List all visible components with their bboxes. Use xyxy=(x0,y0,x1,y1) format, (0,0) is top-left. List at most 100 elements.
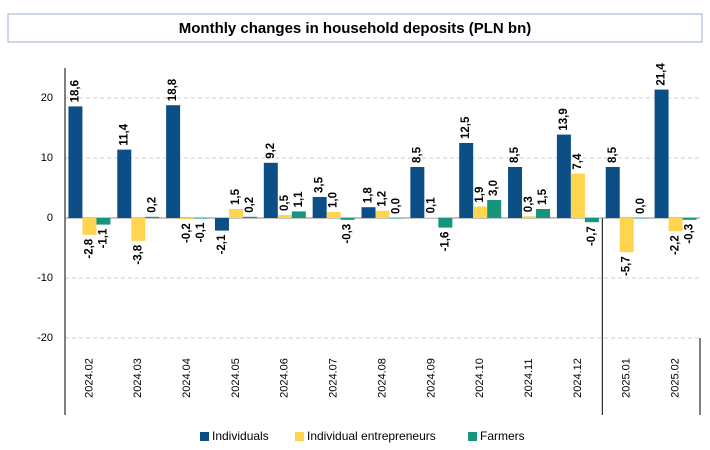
legend-label: Individual entrepreneurs xyxy=(307,429,436,443)
bar xyxy=(605,167,620,218)
value-label: 1,9 xyxy=(474,187,486,203)
value-label: 8,5 xyxy=(607,146,619,163)
value-label: 8,5 xyxy=(509,146,521,163)
bar xyxy=(536,209,551,218)
x-tick-label: 2024.02 xyxy=(83,358,95,398)
value-label: 1,8 xyxy=(363,187,375,204)
bar xyxy=(654,89,669,218)
bar xyxy=(570,173,585,218)
value-label: 0,1 xyxy=(425,197,437,214)
title-box xyxy=(7,13,703,43)
bar xyxy=(682,218,697,220)
bar xyxy=(82,218,97,235)
value-label: 1,2 xyxy=(377,191,389,207)
value-label: -0,1 xyxy=(195,222,207,242)
bar xyxy=(584,218,599,223)
value-label: 0,5 xyxy=(279,194,291,211)
value-label: 21,4 xyxy=(656,63,668,86)
bar xyxy=(619,218,634,253)
x-tick-label: 2025.02 xyxy=(669,358,681,398)
x-tick-label: 2024.05 xyxy=(230,358,242,398)
value-label: -2,8 xyxy=(83,238,95,258)
x-tick-label: 2024.08 xyxy=(376,358,388,398)
value-label: -2,2 xyxy=(670,235,682,255)
legend-label: Individuals xyxy=(212,429,269,443)
x-tick-label: 2024.10 xyxy=(474,358,486,398)
bar xyxy=(68,106,83,218)
value-label: -5,7 xyxy=(621,256,633,276)
value-label: -0,7 xyxy=(586,226,598,246)
value-label: 1,5 xyxy=(230,188,242,205)
value-label: 18,6 xyxy=(69,80,81,102)
value-label: 3,0 xyxy=(488,180,500,196)
value-label: 1,0 xyxy=(328,192,340,208)
value-label: -1,6 xyxy=(439,232,451,252)
value-label: 0,2 xyxy=(244,197,256,213)
bar xyxy=(668,218,683,232)
bar xyxy=(263,162,278,218)
x-tick-label: 2024.03 xyxy=(132,358,144,398)
y-tick-label: 0 xyxy=(47,212,53,224)
bar xyxy=(389,218,404,219)
bar xyxy=(242,216,257,218)
value-label: -0,2 xyxy=(181,223,193,243)
chart-title: Monthly changes in household deposits (P… xyxy=(179,20,532,37)
bar xyxy=(228,209,243,218)
bar xyxy=(180,218,195,220)
bar xyxy=(361,207,376,218)
bar xyxy=(194,218,209,219)
value-label: -0,3 xyxy=(342,224,354,244)
bar xyxy=(424,217,439,218)
value-label: 13,9 xyxy=(558,108,570,130)
bar xyxy=(556,134,571,218)
bar xyxy=(438,218,453,228)
bar xyxy=(96,218,111,225)
value-label: 0,3 xyxy=(523,196,535,212)
value-label: 9,2 xyxy=(265,143,277,159)
bar xyxy=(291,211,306,218)
x-tick-label: 2024.11 xyxy=(523,359,535,398)
value-label: 1,5 xyxy=(537,188,549,205)
value-label: -0,3 xyxy=(684,224,696,244)
bar xyxy=(459,143,474,218)
value-label: 0,0 xyxy=(391,198,403,214)
bar xyxy=(508,167,523,218)
bar xyxy=(277,215,292,218)
x-tick-label: 2025.01 xyxy=(621,358,633,398)
x-tick-label: 2024.06 xyxy=(279,358,291,398)
legend-label: Farmers xyxy=(480,429,525,443)
x-tick-label: 2024.07 xyxy=(328,358,340,398)
bar xyxy=(117,149,132,218)
value-label: 0,0 xyxy=(635,198,647,214)
value-label: 12,5 xyxy=(460,116,472,139)
bar xyxy=(487,200,502,218)
y-tick-label: 10 xyxy=(41,152,53,164)
legend-swatch xyxy=(468,432,477,441)
bar xyxy=(166,105,181,218)
value-label: 7,4 xyxy=(572,153,584,170)
bar xyxy=(326,212,341,218)
legend-swatch xyxy=(295,432,304,441)
bar xyxy=(633,218,648,219)
bar xyxy=(131,218,146,241)
x-tick-label: 2024.12 xyxy=(572,358,584,398)
value-label: -3,8 xyxy=(132,244,144,264)
bar xyxy=(375,210,390,218)
bar xyxy=(473,206,488,218)
bar xyxy=(214,218,229,231)
value-label: 3,5 xyxy=(314,176,326,193)
y-tick-label: -10 xyxy=(37,272,53,284)
bar xyxy=(522,216,537,218)
value-label: 18,8 xyxy=(167,78,179,101)
value-label: -2,1 xyxy=(216,234,228,254)
bar xyxy=(340,218,355,220)
x-tick-label: 2024.09 xyxy=(425,358,437,398)
legend-swatch xyxy=(200,432,209,441)
value-label: 1,1 xyxy=(293,191,305,208)
value-label: 8,5 xyxy=(411,146,423,163)
y-tick-label: -20 xyxy=(37,332,53,344)
value-label: 11,4 xyxy=(118,123,130,145)
x-tick-label: 2024.04 xyxy=(181,358,193,398)
y-tick-label: 20 xyxy=(41,92,53,104)
